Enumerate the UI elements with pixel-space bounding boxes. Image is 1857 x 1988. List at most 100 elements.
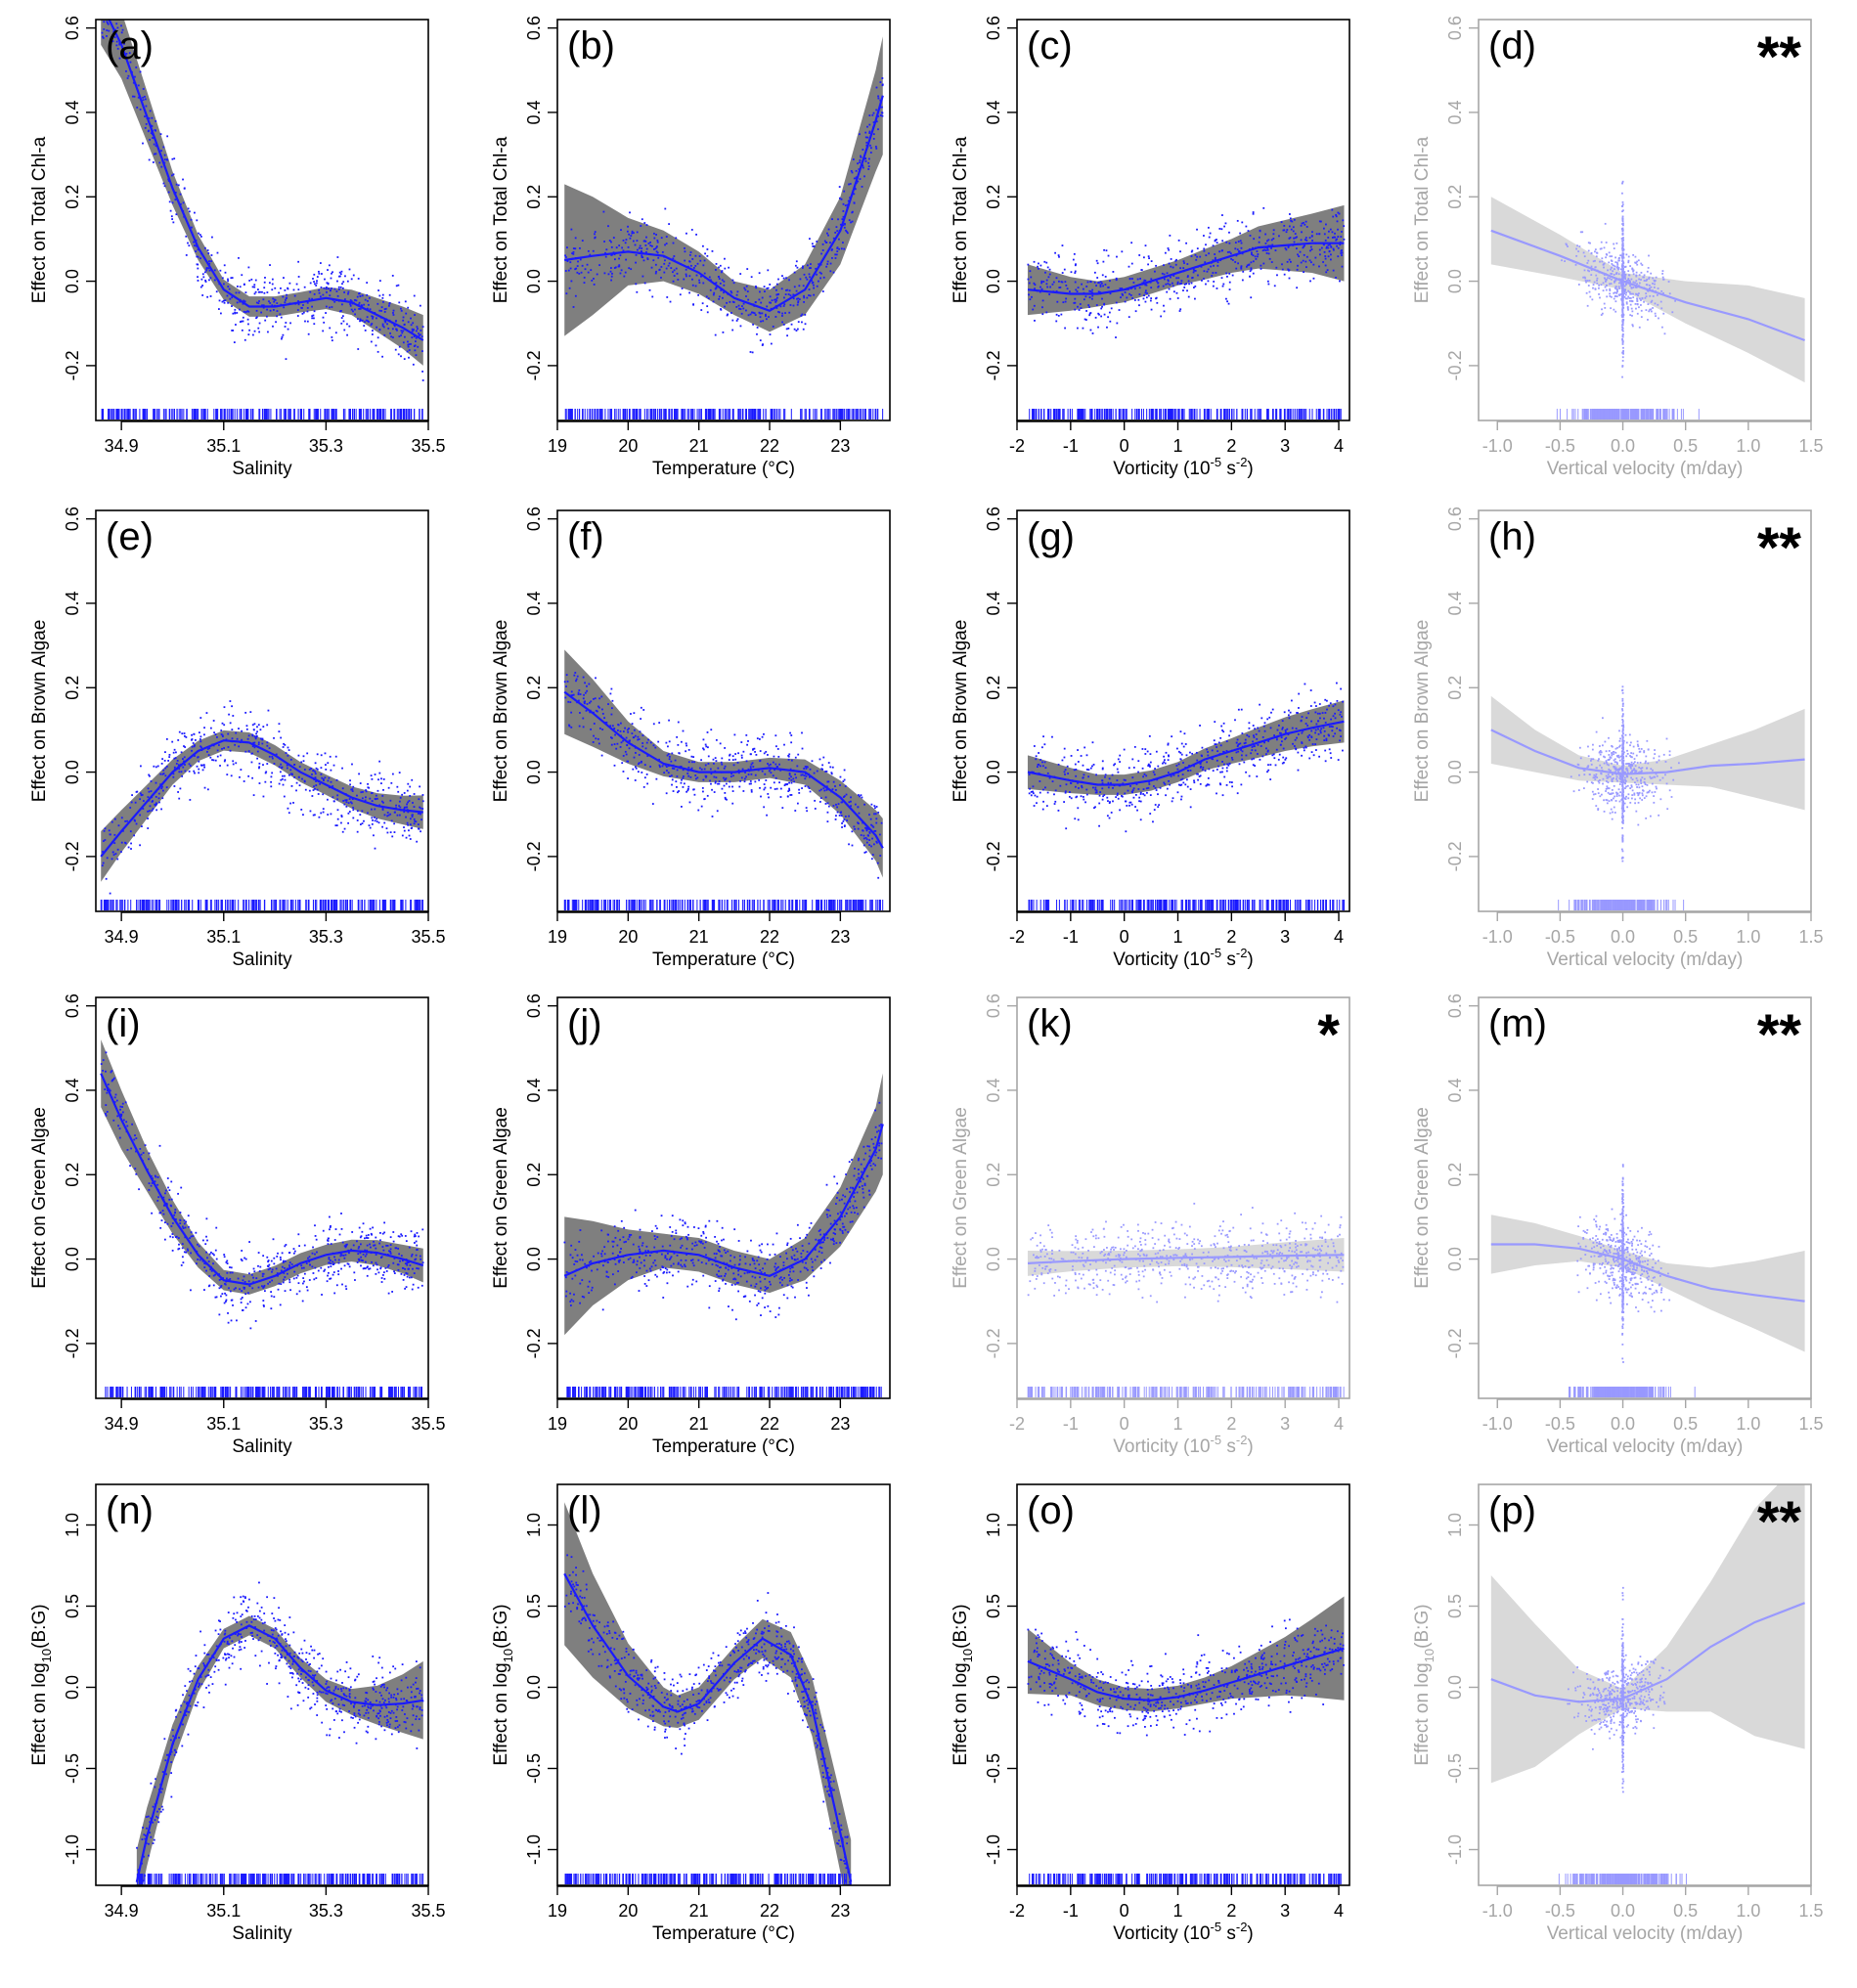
- data-point: [1634, 302, 1637, 305]
- data-point: [1145, 289, 1147, 292]
- data-point: [213, 731, 215, 734]
- data-point: [311, 305, 313, 308]
- data-point: [624, 750, 627, 753]
- data-point: [1130, 262, 1133, 265]
- data-point: [253, 284, 256, 287]
- data-point: [830, 773, 833, 775]
- data-point: [352, 310, 354, 313]
- data-point: [1089, 290, 1092, 292]
- data-point: [280, 287, 282, 289]
- data-point: [401, 793, 404, 796]
- data-point: [1288, 213, 1291, 215]
- data-point: [1121, 250, 1124, 253]
- data-point: [1638, 282, 1641, 285]
- data-point: [1121, 287, 1124, 289]
- data-point: [397, 284, 400, 287]
- data-point: [758, 311, 761, 314]
- data-point: [1201, 279, 1203, 282]
- data-point: [349, 299, 352, 301]
- data-point: [120, 817, 123, 819]
- data-point: [302, 304, 304, 306]
- data-point: [195, 250, 198, 252]
- data-point: [1661, 276, 1664, 279]
- data-point: [372, 316, 375, 318]
- data-point: [408, 834, 411, 837]
- data-point: [1579, 231, 1582, 234]
- data-point: [728, 266, 730, 269]
- data-point: [654, 247, 657, 250]
- data-point: [316, 280, 318, 283]
- data-point: [1609, 268, 1612, 271]
- data-point: [618, 257, 620, 260]
- data-point: [1334, 236, 1336, 239]
- data-point: [148, 773, 151, 776]
- data-point: [610, 279, 613, 282]
- data-point: [635, 283, 638, 286]
- data-point: [356, 318, 359, 320]
- data-point: [846, 232, 849, 235]
- data-point: [858, 168, 861, 170]
- data-point: [1099, 281, 1102, 284]
- data-point: [208, 747, 211, 749]
- data-point: [1584, 277, 1587, 280]
- data-point: [1154, 270, 1156, 273]
- data-point: [1288, 258, 1291, 261]
- data-point: [378, 804, 381, 807]
- data-point: [160, 150, 162, 153]
- data-point: [611, 272, 613, 275]
- data-point: [293, 294, 296, 297]
- data-point: [1640, 262, 1643, 265]
- data-point: [1674, 299, 1677, 302]
- data-point: [624, 242, 627, 244]
- data-point: [1638, 306, 1640, 309]
- data-point: [1591, 298, 1594, 301]
- data-point: [378, 772, 381, 774]
- data-point: [719, 283, 722, 285]
- data-point: [1100, 307, 1103, 310]
- data-point: [380, 777, 382, 780]
- data-point: [843, 818, 846, 820]
- data-point: [1621, 301, 1624, 304]
- data-point: [816, 241, 818, 243]
- data-point: [411, 816, 414, 818]
- data-point: [1646, 270, 1649, 273]
- data-point: [764, 290, 766, 292]
- data-point: [341, 787, 344, 790]
- data-point: [1611, 273, 1614, 275]
- data-point: [1621, 333, 1624, 335]
- data-point: [782, 324, 785, 326]
- data-point: [258, 766, 261, 769]
- data-point: [289, 758, 292, 761]
- data-point: [715, 760, 718, 763]
- data-point: [278, 730, 281, 733]
- data-point: [836, 250, 839, 253]
- data-point: [145, 105, 148, 108]
- data-point: [841, 218, 844, 221]
- data-point: [1216, 242, 1218, 244]
- data-point: [1045, 283, 1048, 286]
- data-point: [1614, 261, 1617, 264]
- data-point: [1241, 279, 1244, 282]
- data-point: [649, 766, 652, 768]
- data-point: [361, 797, 364, 800]
- data-point: [759, 339, 762, 342]
- data-point: [1028, 282, 1031, 285]
- data-point: [242, 320, 244, 323]
- plot-frame: [95, 19, 429, 421]
- data-point: [1630, 278, 1633, 281]
- data-point: [150, 780, 153, 782]
- data-point: [405, 836, 408, 839]
- data-point: [651, 295, 654, 298]
- data-point: [788, 311, 791, 314]
- data-point: [1304, 223, 1306, 226]
- data-point: [244, 711, 247, 714]
- y-axis-label: Effect on Total Chl-a: [491, 136, 511, 303]
- data-point: [112, 854, 115, 857]
- data-point: [1163, 304, 1165, 307]
- y-tick-label: 0.2: [63, 676, 82, 700]
- data-point: [1607, 277, 1610, 279]
- data-point: [638, 246, 641, 249]
- data-point: [1034, 284, 1037, 287]
- data-point: [177, 184, 180, 187]
- data-point: [1601, 260, 1604, 263]
